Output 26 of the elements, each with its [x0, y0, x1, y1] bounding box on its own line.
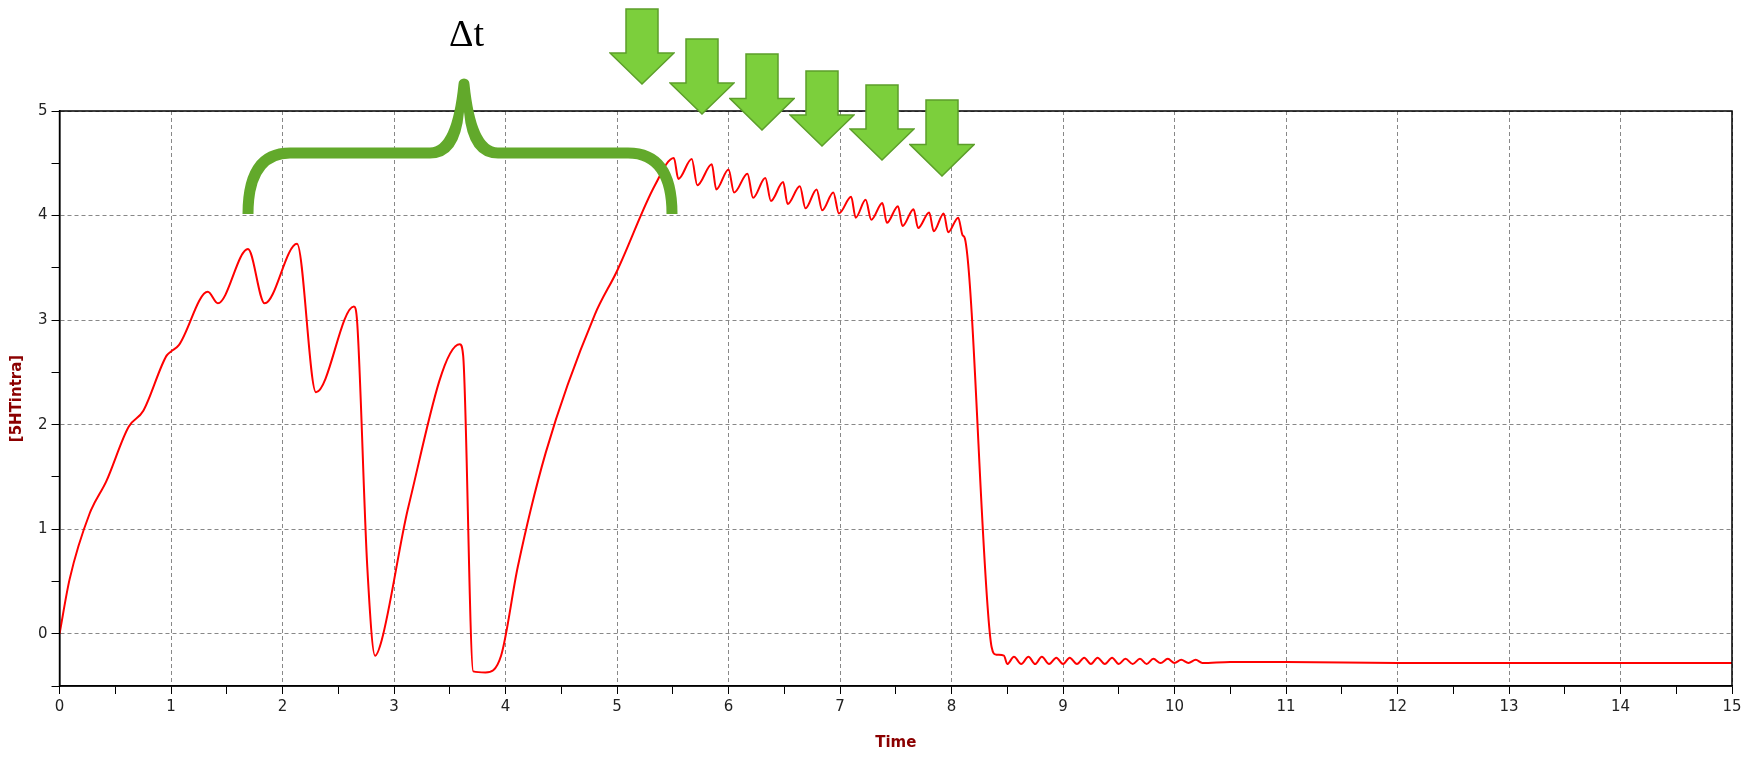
y-tick-label: 1 — [38, 519, 48, 538]
y-tick-label: 0 — [38, 623, 48, 642]
y-tick-label: 3 — [38, 309, 48, 328]
x-tick-label: 12 — [1387, 696, 1408, 715]
y-tick-label: 4 — [38, 205, 48, 224]
y-tick-label: 2 — [38, 414, 48, 433]
y-axis-title: [5HTintra] — [6, 354, 25, 443]
x-tick-label: 10 — [1164, 696, 1185, 715]
text: Δt — [449, 12, 485, 54]
y-tick-label: 5 — [38, 100, 48, 119]
x-tick-label: 14 — [1610, 696, 1631, 715]
x-tick-label: 8 — [946, 696, 957, 715]
x-tick-label: 6 — [723, 696, 734, 715]
line-series — [59, 157, 1732, 674]
x-axis-title: Time — [875, 732, 917, 751]
x-tick-label: 13 — [1499, 696, 1519, 715]
x-tick-label: 1 — [166, 696, 176, 715]
x-tick-label: 15 — [1722, 696, 1742, 715]
x-tick-label: 4 — [500, 696, 511, 715]
x-tick-label: 0 — [54, 696, 65, 715]
x-tick-label: 5 — [612, 696, 622, 715]
x-tick-label: 3 — [389, 696, 399, 715]
x-tick-label: 7 — [835, 696, 845, 715]
x-tick-label: 11 — [1276, 696, 1296, 715]
x-tick-label: 9 — [1058, 696, 1068, 715]
x-tick-label: 2 — [277, 696, 288, 715]
